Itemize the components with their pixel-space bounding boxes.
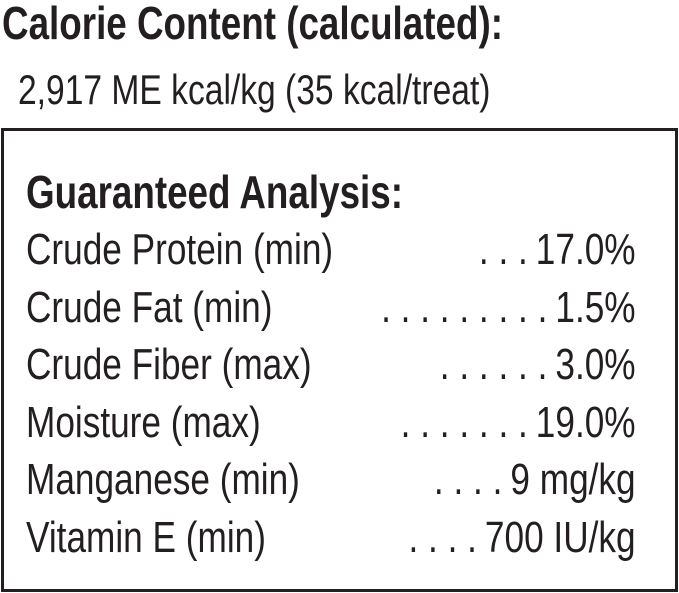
calorie-content-value: 2,917 ME kcal/kg (35 kcal/treat) (18, 66, 491, 113)
analysis-row: Vitamin E (min) . . . . 700 IU/kg (26, 513, 636, 563)
nutrient-label: Crude Fiber (max) (26, 340, 312, 389)
leader-dots: . . . . . . . (400, 397, 528, 447)
leader-dots: . . . . (408, 512, 477, 562)
analysis-row: Crude Protein (min) . . . 17.0% (26, 225, 636, 275)
nutrient-value: 9 mg/kg (510, 455, 636, 504)
analysis-row: Moisture (max) . . . . . . . 19.0% (26, 398, 636, 448)
analysis-row: Crude Fiber (max) . . . . . . 3.0% (26, 340, 636, 390)
leader-dots: . . . . . . (439, 340, 548, 389)
nutrient-label: Moisture (max) (26, 397, 261, 447)
nutrient-label: Crude Fat (min) (26, 282, 273, 332)
nutrient-value: 3.0% (555, 340, 636, 389)
guaranteed-analysis-box: Guaranteed Analysis: Crude Protein (min)… (1, 128, 678, 592)
nutrient-value: 1.5% (555, 282, 636, 332)
nutrient-value: 700 IU/kg (484, 512, 636, 562)
nutrient-label: Vitamin E (min) (26, 512, 266, 562)
leader-dots: . . . (478, 225, 528, 274)
nutrient-value: 19.0% (535, 397, 636, 447)
nutrient-value: 17.0% (535, 225, 636, 274)
nutrient-label: Crude Protein (min) (26, 225, 334, 274)
leader-dots: . . . . . . . . . (381, 282, 548, 332)
calorie-content-title: Calorie Content (calculated): (2, 0, 503, 49)
nutrient-label: Manganese (min) (26, 455, 300, 504)
leader-dots: . . . . (433, 455, 503, 504)
analysis-row: Crude Fat (min) . . . . . . . . . 1.5% (26, 283, 636, 333)
guaranteed-analysis-title: Guaranteed Analysis: (26, 166, 403, 218)
analysis-row: Manganese (min) . . . .9 mg/kg (26, 455, 636, 505)
